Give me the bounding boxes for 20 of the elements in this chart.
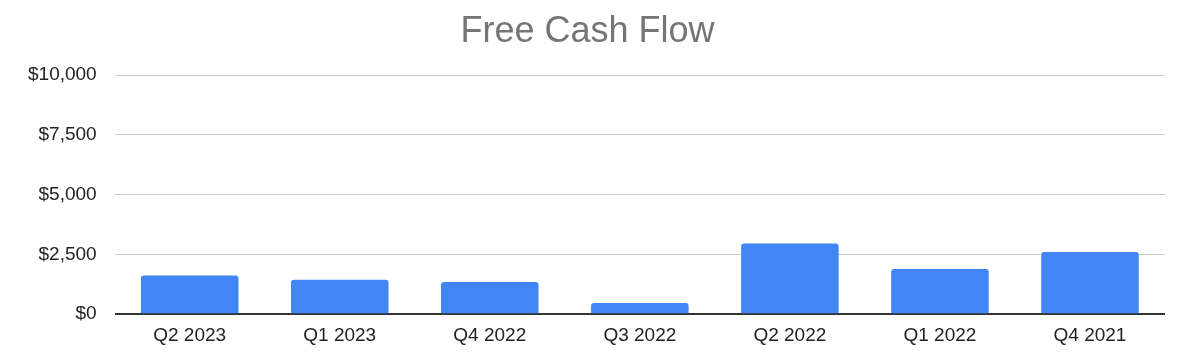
bar [741,243,839,314]
chart-title: Free Cash Flow [460,8,716,50]
x-tick-label: Q1 2023 [303,323,377,345]
y-tick-label: $10,000 [27,63,97,85]
bar [290,279,389,314]
x-tick-label: Q4 2022 [453,323,527,345]
x-tick-label: Q2 2023 [153,323,227,345]
bar [891,269,989,314]
x-tick-label: Q2 2022 [753,323,827,345]
bar [591,302,689,314]
y-tick-label: $5,000 [38,182,97,204]
x-tick-label: Q1 2022 [903,323,977,345]
bar [1041,252,1139,314]
x-tick-label: Q3 2022 [603,323,677,345]
y-tick-label: $7,500 [38,123,97,145]
bar [140,275,239,314]
x-tick-label: Q4 2021 [1053,323,1127,345]
y-tick-label: $0 [75,302,97,324]
y-tick-label: $2,500 [38,242,97,264]
bar [441,281,539,314]
